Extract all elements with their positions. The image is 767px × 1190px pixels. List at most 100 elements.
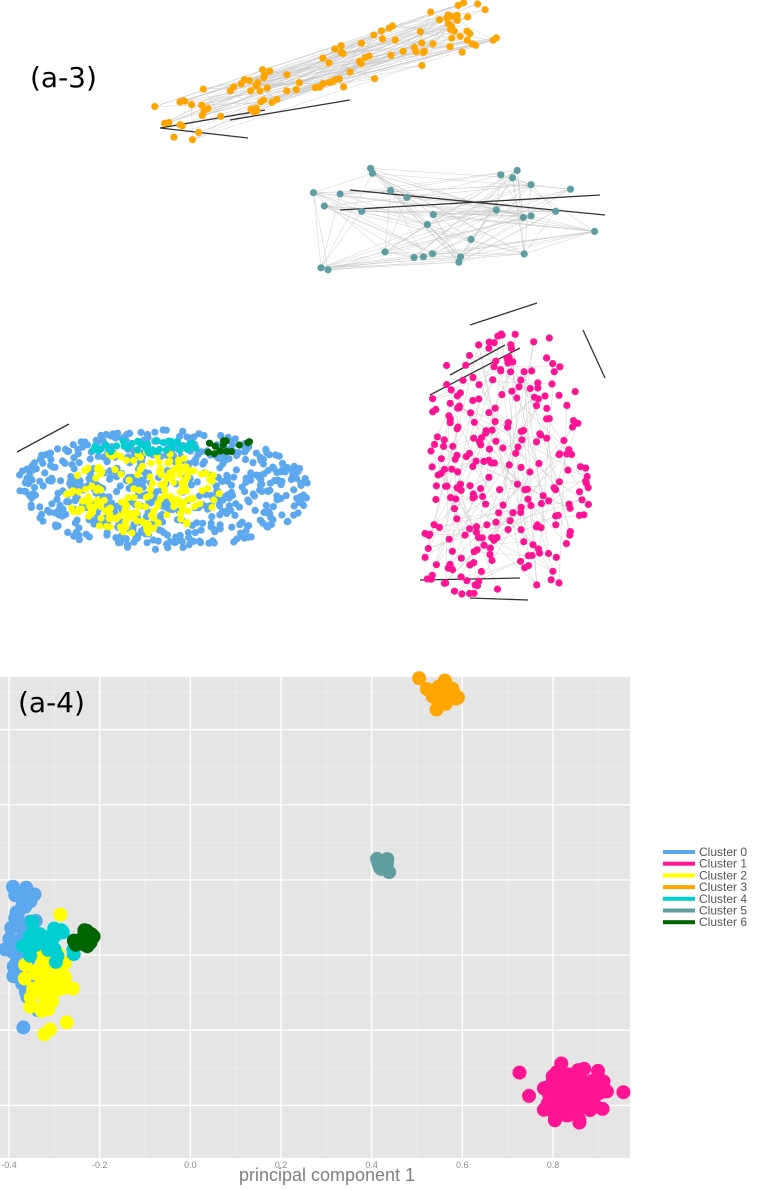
network-node	[114, 429, 122, 437]
network-node	[527, 212, 535, 220]
network-node	[254, 79, 262, 87]
network-node	[437, 455, 445, 463]
network-edge	[202, 85, 257, 116]
network-edge	[469, 597, 529, 601]
network-node	[134, 501, 142, 509]
scatter-point	[28, 964, 42, 978]
network-node	[275, 452, 283, 460]
network-edge	[457, 407, 589, 505]
network-node	[447, 386, 455, 394]
network-node	[193, 478, 201, 486]
network-node	[212, 482, 220, 490]
scatter-point	[25, 982, 40, 997]
network-node	[423, 575, 431, 583]
network-node	[490, 459, 498, 467]
network-node	[520, 538, 528, 546]
network-node	[512, 449, 520, 457]
network-node	[250, 492, 259, 500]
network-node	[440, 465, 449, 473]
network-node	[262, 501, 270, 509]
network-node	[152, 436, 160, 445]
network-node	[519, 213, 528, 222]
network-node	[147, 459, 155, 467]
network-node	[552, 486, 560, 494]
network-node	[563, 401, 571, 409]
network-node	[204, 484, 212, 492]
network-node	[100, 496, 108, 504]
legend-swatch	[663, 873, 695, 878]
network-node	[429, 211, 437, 219]
network-node	[443, 361, 451, 370]
network-edge	[474, 551, 529, 556]
network-node	[269, 516, 277, 524]
network-edge	[159, 127, 249, 139]
network-node	[490, 363, 498, 371]
network-edge	[496, 209, 556, 212]
network-node	[176, 98, 184, 106]
network-node	[143, 440, 151, 448]
network-node	[228, 447, 236, 456]
network-node	[446, 399, 454, 407]
network-node	[505, 461, 513, 469]
network-node	[179, 443, 187, 451]
network-node	[440, 442, 448, 450]
network-edge	[202, 39, 396, 116]
network-node	[132, 534, 140, 543]
network-node	[491, 418, 499, 426]
x-tick-label: 0.2	[275, 1160, 288, 1170]
network-node	[370, 31, 378, 39]
network-node	[231, 511, 239, 519]
network-node	[163, 531, 172, 539]
network-node	[165, 457, 174, 465]
network-node	[265, 451, 273, 459]
network-node	[119, 437, 127, 445]
legend-label: Cluster 6	[699, 915, 747, 929]
network-node	[151, 545, 160, 554]
network-edge	[370, 168, 461, 257]
network-node	[309, 189, 318, 197]
network-node	[482, 500, 490, 508]
network-node	[231, 435, 239, 443]
network-node	[211, 442, 219, 450]
network-node	[152, 488, 160, 496]
network-node	[454, 1, 462, 9]
network-node	[48, 500, 56, 508]
network-node	[583, 472, 591, 481]
network-edge	[420, 31, 473, 45]
network-node	[486, 551, 494, 559]
network-node	[427, 8, 435, 16]
legend-label: Cluster 3	[699, 880, 747, 894]
network-node	[216, 447, 224, 455]
network-node	[552, 512, 560, 520]
network-node	[521, 564, 529, 572]
scatter-point	[48, 954, 63, 969]
network-edge	[313, 192, 329, 270]
network-node	[257, 98, 265, 106]
network-node	[170, 133, 178, 141]
network-edge	[460, 484, 478, 586]
network-node	[498, 391, 506, 399]
network-node	[465, 449, 474, 457]
network-node	[157, 527, 166, 535]
network-node	[423, 220, 431, 229]
network-node	[532, 438, 541, 446]
network-node	[283, 463, 292, 472]
network-node	[529, 541, 537, 549]
network-node	[70, 508, 78, 516]
network-node	[208, 477, 216, 485]
network-edge	[327, 215, 532, 271]
x-axis-title: principal component 1	[239, 1165, 415, 1185]
network-node	[178, 122, 186, 130]
network-node	[185, 541, 193, 549]
network-node	[185, 495, 193, 503]
network-node	[197, 470, 205, 478]
network-node	[489, 376, 497, 384]
network-node	[179, 427, 187, 435]
network-node	[325, 59, 333, 67]
network-node	[182, 463, 190, 471]
network-node	[251, 506, 259, 514]
network-node	[153, 448, 161, 456]
network-node	[303, 479, 311, 487]
network-node	[278, 511, 286, 519]
network-node	[340, 83, 348, 91]
